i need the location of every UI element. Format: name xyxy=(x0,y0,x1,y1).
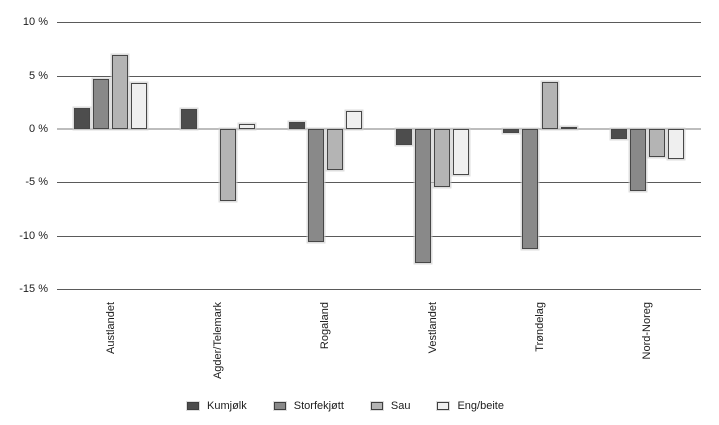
y-axis-tick-label: 10 % xyxy=(22,16,48,29)
gridline xyxy=(57,22,701,24)
legend-swatch-storfekjott xyxy=(273,402,286,410)
legend-label: Eng/beite xyxy=(457,400,504,412)
bar-kumjolk-vestlandet xyxy=(395,129,412,146)
legend: Kumjølk Storfekjøtt Sau Eng/beite xyxy=(0,398,705,414)
y-axis-tick-label: 0 % xyxy=(29,122,48,135)
legend-item-sau: Sau xyxy=(370,400,411,412)
bar-kumjolk-austlandet xyxy=(73,108,90,130)
bar-eng-beite-austlandet xyxy=(131,83,148,130)
y-axis-tick-label: -10 % xyxy=(19,229,48,242)
y-axis-tick-label: -5 % xyxy=(25,176,48,189)
legend-label: Storfekjøtt xyxy=(293,400,344,412)
legend-item-storfekjott: Storfekjøtt xyxy=(273,400,344,412)
bar-sau-agder-telemark xyxy=(219,129,236,201)
gridline xyxy=(57,289,701,291)
bar-storfekjott-trondelag xyxy=(522,129,539,249)
bar-storfekjott-rogaland xyxy=(307,129,324,242)
bar-storfekjott-austlandet xyxy=(93,79,110,130)
bar-kumjolk-rogaland xyxy=(288,121,305,130)
x-axis-label-rogaland: Rogaland xyxy=(319,302,332,350)
bar-storfekjott-vestlandet xyxy=(415,129,432,263)
legend-item-eng-beite: Eng/beite xyxy=(437,400,504,412)
x-axis-label-agder-telemark: Agder/Telemark xyxy=(212,302,224,380)
x-axis-label-trondelag: Trøndelag xyxy=(534,302,546,352)
bar-eng-beite-nord-noreg xyxy=(668,129,685,160)
bar-kumjolk-agder-telemark xyxy=(181,109,198,130)
bar-kumjolk-nord-noreg xyxy=(610,129,627,139)
x-axis-label-nord-noreg: Nord-Noreg xyxy=(641,302,654,360)
legend-label: Kumjølk xyxy=(207,400,247,412)
legend-swatch-eng-beite xyxy=(437,402,450,410)
bar-eng-beite-vestlandet xyxy=(453,129,470,176)
gridline xyxy=(57,235,701,237)
legend-label: Sau xyxy=(390,400,411,412)
y-axis-tick-label: 5 % xyxy=(29,69,48,82)
legend-swatch-sau xyxy=(370,402,383,410)
bar-storfekjott-nord-noreg xyxy=(629,129,646,192)
x-axis-label-vestlandet: Vestlandet xyxy=(426,302,439,354)
legend-swatch-kumjolk xyxy=(187,402,200,410)
bar-sau-austlandet xyxy=(112,54,129,130)
legend-item-kumjolk: Kumjølk xyxy=(187,400,247,412)
bar-sau-nord-noreg xyxy=(648,129,665,158)
x-axis-label-austlandet: Austlandet xyxy=(104,302,117,354)
bar-sau-vestlandet xyxy=(434,129,451,188)
y-axis-tick-label: -15 % xyxy=(19,283,48,296)
zero-gridline xyxy=(57,128,701,131)
bar-eng-beite-trondelag xyxy=(560,127,577,130)
gridline xyxy=(57,75,701,77)
bar-eng-beite-agder-telemark xyxy=(238,124,255,130)
gridline xyxy=(57,182,701,184)
bar-eng-beite-rogaland xyxy=(346,111,363,130)
bar-sau-rogaland xyxy=(326,129,343,170)
bar-sau-trondelag xyxy=(541,82,558,130)
bar-kumjolk-trondelag xyxy=(503,129,520,133)
